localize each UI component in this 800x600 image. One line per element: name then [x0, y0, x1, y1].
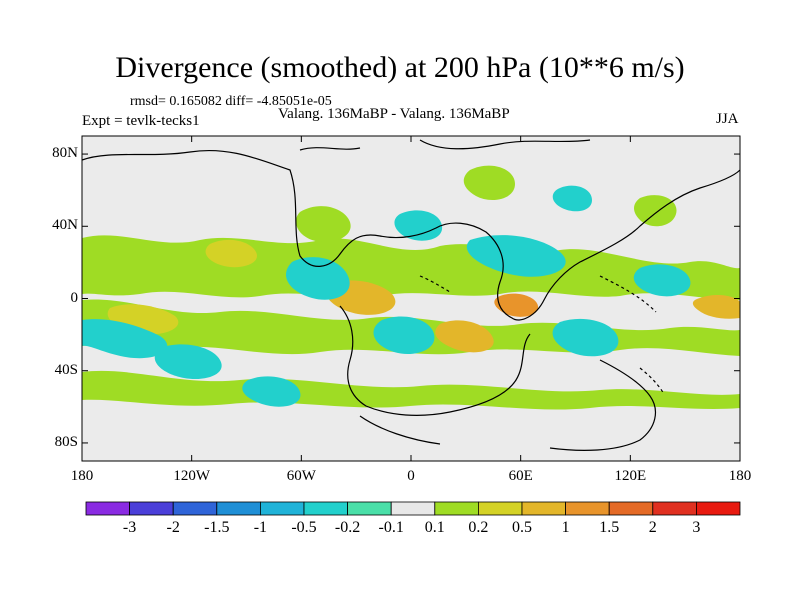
colorbar-swatch [216, 501, 261, 516]
positive-blob-north [296, 165, 677, 242]
lat-label: 40N [52, 217, 78, 234]
colorbar-label: -0.5 [291, 519, 317, 536]
colorbar-swatch [521, 501, 566, 516]
colorbar-label: 0.1 [424, 519, 445, 536]
positive-core-south-america [205, 239, 258, 268]
lat-label: 40S [54, 361, 78, 378]
colorbar-swatch [129, 501, 174, 516]
colorbar-swatch [390, 501, 436, 516]
negative-patch-america [285, 257, 350, 300]
coastline-north-continent [81, 149, 741, 321]
colorbar-label: 1.5 [599, 519, 620, 536]
season-label: JJA [716, 111, 739, 127]
colorbar-swatch [608, 501, 654, 516]
map-ticks [81, 136, 741, 461]
colorbar-label: -0.2 [334, 519, 361, 536]
coastline-north-polar [299, 139, 591, 151]
comparison-subtitle: Valang. 136MaBP - Valang. 136MaBP [278, 106, 510, 122]
coastline-south-continent [339, 305, 657, 451]
colorbar-label: 1 [561, 519, 570, 536]
lat-label: 80N [52, 145, 78, 162]
rmsd-diff-stats: rmsd= 0.165082 diff= -4.85051e-05 [130, 94, 332, 109]
coastlines [81, 139, 741, 451]
colorbar-swatch [477, 501, 523, 516]
lon-label: 120E [614, 468, 647, 484]
colorbar-label: 0.2 [468, 519, 489, 536]
colorbar-swatch [259, 501, 305, 516]
colorbar-label: -2 [166, 519, 180, 536]
negative-patch-west-pacific [633, 264, 691, 297]
colorbar [85, 501, 741, 516]
colorbar-swatch [652, 501, 697, 516]
experiment-label: Expt = tevlk-tecks1 [82, 113, 200, 129]
colorbar-swatch [565, 501, 610, 516]
colorbar-label: -3 [122, 519, 137, 536]
lon-label: 180 [70, 468, 94, 484]
lat-label: 0 [70, 289, 79, 306]
lat-label: 80S [54, 433, 78, 450]
lon-label: 120W [173, 468, 210, 484]
positive-band-subpolar [82, 370, 740, 410]
colorbar-label: 2 [648, 519, 657, 536]
colorbar-swatch [303, 501, 348, 516]
colorbar-swatch [696, 501, 741, 516]
colorbar-swatch [434, 501, 479, 516]
colorbar-swatch [85, 501, 130, 516]
positive-core-indian [494, 293, 539, 317]
negative-patch-asia [466, 235, 566, 277]
negative-patch-pacific [82, 319, 168, 359]
colorbar-swatch [172, 501, 218, 516]
map-background [82, 136, 740, 461]
negative-patch-south-pacific [154, 344, 222, 380]
lon-label: 180 [728, 468, 752, 484]
divergence-field [82, 165, 740, 410]
lon-label: 60W [286, 468, 316, 484]
colorbar-label: 0.5 [512, 519, 532, 536]
lon-label: 0 [407, 468, 415, 484]
coastline-islands [419, 275, 665, 395]
negative-patch-south-atlantic [242, 376, 301, 407]
negative-patch-indian [552, 318, 619, 357]
plot-title: Divergence (smoothed) at 200 hPa (10**6 … [115, 51, 685, 84]
colorbar-label: -1.5 [204, 519, 230, 536]
positive-core-west-pacific [692, 295, 740, 319]
colorbar-label: -0.1 [378, 519, 404, 536]
negative-patch-atlantic [373, 316, 435, 354]
colorbar-label: -1 [253, 519, 268, 536]
lon-label: 60E [508, 468, 533, 484]
positive-core-africa [435, 320, 494, 353]
colorbar-swatch [347, 501, 392, 516]
colorbar-label: 3 [692, 519, 701, 536]
